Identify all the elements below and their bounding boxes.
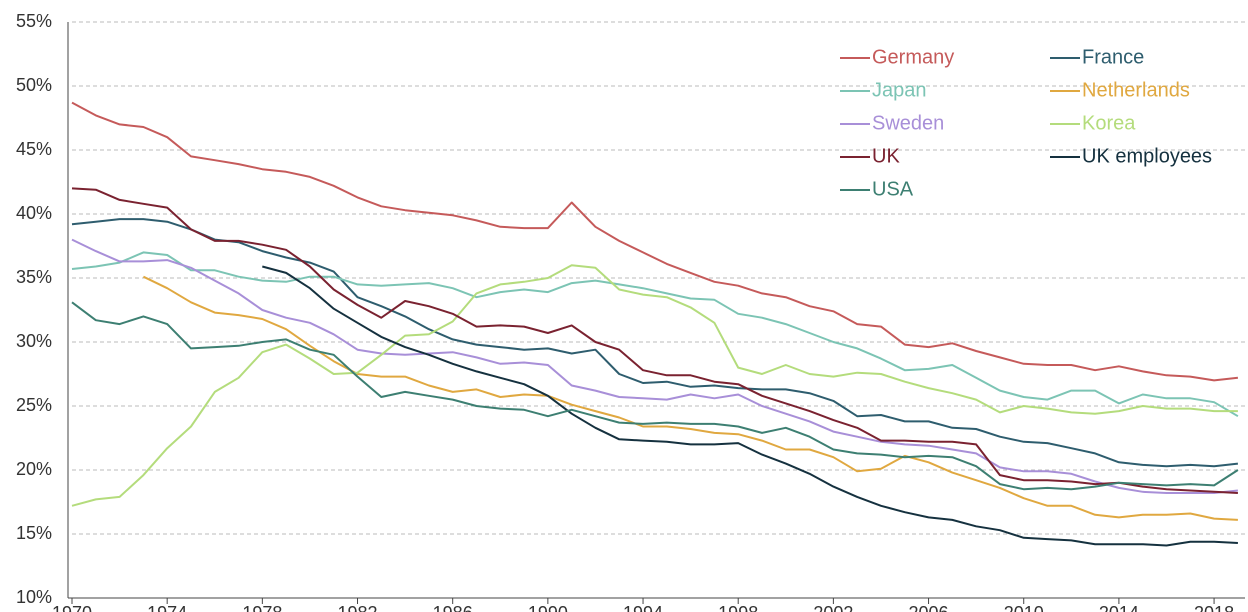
x-tick-label: 1986 — [433, 603, 473, 612]
x-tick-label: 2010 — [1004, 603, 1044, 612]
legend-label: France — [1082, 46, 1144, 68]
y-tick-label: 15% — [16, 523, 52, 543]
y-tick-label: 30% — [16, 331, 52, 351]
series-line — [71, 238, 1239, 494]
x-tick-label: 1982 — [337, 603, 377, 612]
legend-label: Netherlands — [1082, 79, 1190, 101]
y-tick-label: 45% — [16, 139, 52, 159]
x-tick-label: 1978 — [242, 603, 282, 612]
legend-label: Korea — [1082, 112, 1136, 134]
x-tick-label: 1970 — [52, 603, 92, 612]
y-tick-label: 55% — [16, 11, 52, 31]
series-line — [71, 218, 1239, 468]
y-tick-label: 35% — [16, 267, 52, 287]
x-tick-label: 1994 — [623, 603, 663, 612]
series-line — [71, 101, 1239, 382]
x-tick-label: 1990 — [528, 603, 568, 612]
x-tick-label: 1974 — [147, 603, 187, 612]
series-line — [71, 187, 1238, 494]
series-line — [71, 264, 1238, 507]
series-line — [71, 251, 1239, 418]
y-tick-label: 50% — [16, 75, 52, 95]
legend-label: UK — [872, 145, 900, 167]
legend-label: Japan — [872, 79, 927, 101]
legend-label: Sweden — [872, 112, 944, 134]
x-tick-label: 2014 — [1099, 603, 1139, 612]
x-tick-label: 2002 — [813, 603, 853, 612]
y-tick-label: 10% — [16, 587, 52, 607]
series-line — [142, 275, 1238, 521]
legend-label: UK employees — [1082, 145, 1212, 167]
y-tick-label: 25% — [16, 395, 52, 415]
series-line — [262, 265, 1238, 547]
x-tick-label: 2018 — [1194, 603, 1234, 612]
legend-label: Germany — [872, 46, 954, 68]
x-tick-label: 2006 — [909, 603, 949, 612]
legend-label: USA — [872, 178, 914, 200]
x-tick-label: 1998 — [718, 603, 758, 612]
y-tick-label: 20% — [16, 459, 52, 479]
y-tick-label: 40% — [16, 203, 52, 223]
series-line — [71, 301, 1239, 491]
